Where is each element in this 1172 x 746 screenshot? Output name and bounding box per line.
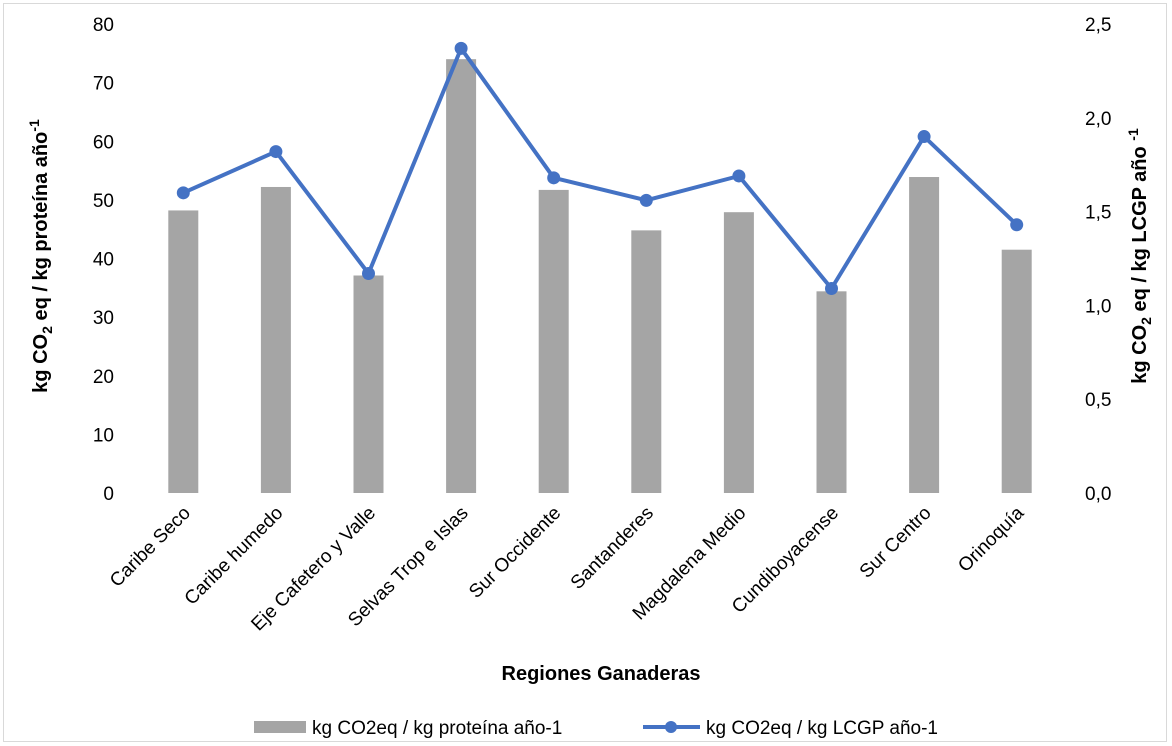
legend-line-marker: [665, 721, 677, 733]
line-point-4: [454, 41, 468, 55]
right-tick-label: 2,5: [1085, 15, 1111, 36]
left-tick-label: 60: [93, 132, 114, 153]
bar-2: [260, 186, 291, 494]
legend: kg CO2eq / kg proteína año-1 kg CO2eq / …: [254, 718, 938, 739]
bar-3: [353, 275, 384, 493]
bar-5: [538, 189, 569, 493]
bar-4: [446, 59, 477, 494]
legend-bar-label: kg CO2eq / kg proteína año-1: [312, 718, 562, 739]
line-point-5: [547, 171, 561, 185]
line-point-7: [732, 169, 746, 183]
left-tick-label: 0: [103, 484, 114, 505]
line-point-8: [825, 282, 838, 296]
left-tick-label: 30: [93, 308, 114, 329]
left-tick-label: 10: [93, 425, 114, 446]
right-tick-label: 1,0: [1085, 296, 1111, 317]
category-label: Sur Occidente: [465, 503, 565, 603]
bar-7: [723, 212, 754, 493]
left-tick-label: 70: [93, 74, 114, 95]
left-axis-title: kg CO2 eq / kg proteína año-1: [26, 119, 55, 393]
left-axis-ticks: 0 10 20 30 40 50 60 70 80: [93, 15, 114, 505]
right-axis-ticks: 0,0 0,5 1,0 1,5 2,0 2,5: [1085, 15, 1111, 505]
x-axis-title: Regiones Ganaderas: [502, 663, 701, 685]
bar-1: [168, 210, 199, 494]
right-tick-label: 0,0: [1085, 484, 1111, 505]
bar-8: [816, 291, 847, 493]
line-point-6: [639, 193, 653, 207]
line-point-2: [269, 145, 283, 159]
left-tick-label: 50: [93, 191, 114, 212]
bar-10: [1001, 249, 1032, 493]
line-point-1: [176, 186, 190, 200]
left-tick-label: 40: [93, 250, 114, 271]
left-tick-label: 20: [93, 367, 114, 388]
bar-9: [909, 177, 940, 494]
bar-6: [631, 230, 662, 494]
legend-line-label: kg CO2eq / kg LCGP año-1: [706, 718, 938, 739]
category-label: Sur Centro: [856, 503, 936, 583]
category-label: Orinoquía: [954, 502, 1028, 576]
right-axis-title: kg CO2 eq / kg LCGP año -1: [1125, 128, 1154, 384]
category-label: Santanderes: [567, 503, 658, 594]
line-point-3: [362, 267, 375, 281]
line-path: [182, 46, 1019, 291]
left-tick-label: 80: [93, 15, 114, 36]
right-tick-label: 2,0: [1085, 109, 1111, 130]
right-tick-label: 1,5: [1085, 203, 1111, 224]
category-label: Caribe Seco: [106, 503, 195, 592]
line-point-9: [917, 130, 931, 144]
category-label: Caribe humedo: [181, 503, 288, 610]
line-point-10: [1010, 218, 1024, 232]
chart-frame: [3, 3, 1167, 742]
bar-series: [168, 59, 1032, 494]
legend-bar-swatch: [254, 721, 306, 733]
right-tick-label: 0,5: [1085, 390, 1111, 411]
line-series: [176, 41, 1024, 296]
